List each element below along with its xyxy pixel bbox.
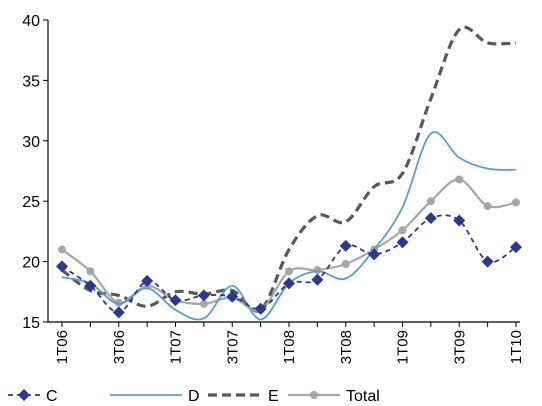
data-point-c [84, 279, 97, 292]
y-tick-label: 40 [22, 13, 40, 30]
x-tick-label: 1T07 [168, 330, 185, 364]
axes: 15 20 25 30 35 40 1T06 3T06 1T07 3T07 1T08 3T08 1T09… [22, 13, 525, 364]
series-d [61, 131, 517, 321]
data-point-c [510, 241, 522, 254]
data-point-c [368, 248, 381, 261]
legend-item-d: D [110, 388, 200, 405]
data-point-total [58, 245, 66, 254]
data-point-c [311, 273, 324, 286]
data-point-total [341, 260, 350, 269]
y-tick-label: 30 [22, 134, 40, 151]
x-tick-label: 3T08 [338, 330, 355, 364]
data-point-total [86, 267, 95, 276]
data-point-c [283, 277, 295, 290]
data-point-c [424, 212, 437, 225]
x-tick-label: 1T08 [281, 330, 298, 364]
x-tick-label: 3T07 [224, 330, 241, 364]
series-e [61, 25, 517, 313]
y-tick-label: 35 [22, 73, 40, 90]
x-tick-label: 1T10 [508, 330, 525, 364]
data-point-c [339, 239, 352, 252]
data-point-total [285, 267, 293, 276]
data-point-c [141, 274, 154, 287]
legend-item-total: Total [288, 388, 380, 405]
series-total [58, 175, 520, 314]
series-line-total [61, 178, 517, 312]
series-c [56, 212, 522, 319]
legend: C D E Total [8, 388, 380, 405]
series-line-d [61, 131, 517, 321]
legend-label-d: D [188, 388, 200, 405]
data-point-c [396, 236, 409, 249]
data-point-c [254, 302, 267, 315]
legend-label-c: C [46, 388, 58, 405]
data-point-total [455, 175, 464, 184]
data-point-total [512, 198, 520, 207]
y-tick-label: 20 [22, 255, 40, 272]
y-tick-label: 25 [22, 194, 40, 211]
legend-marker-total [310, 391, 318, 399]
x-tick-label: 1T06 [54, 330, 71, 364]
y-tick-label: 15 [22, 315, 40, 332]
data-point-c [197, 289, 210, 302]
legend-item-e: E [208, 388, 279, 405]
data-point-c [112, 306, 125, 319]
legend-label-total: Total [346, 388, 380, 405]
series-line-e [61, 25, 517, 313]
data-point-c [226, 290, 239, 303]
legend-item-c: C [8, 388, 58, 405]
data-point-total [398, 226, 407, 235]
data-point-c [169, 294, 182, 307]
data-point-total [426, 197, 435, 206]
legend-label-e: E [268, 388, 279, 405]
data-point-c [481, 255, 494, 268]
data-point-total [313, 266, 322, 275]
data-point-total [114, 298, 123, 307]
data-point-c [56, 260, 68, 273]
x-tick-label: 1T09 [395, 330, 412, 364]
legend-marker-c [18, 389, 30, 401]
x-tick-label: 3T06 [111, 330, 128, 364]
data-point-total [483, 202, 492, 211]
data-point-c [453, 214, 466, 227]
series-layer [56, 25, 522, 321]
data-point-total [199, 299, 208, 308]
x-tick-label: 3T09 [451, 330, 468, 364]
